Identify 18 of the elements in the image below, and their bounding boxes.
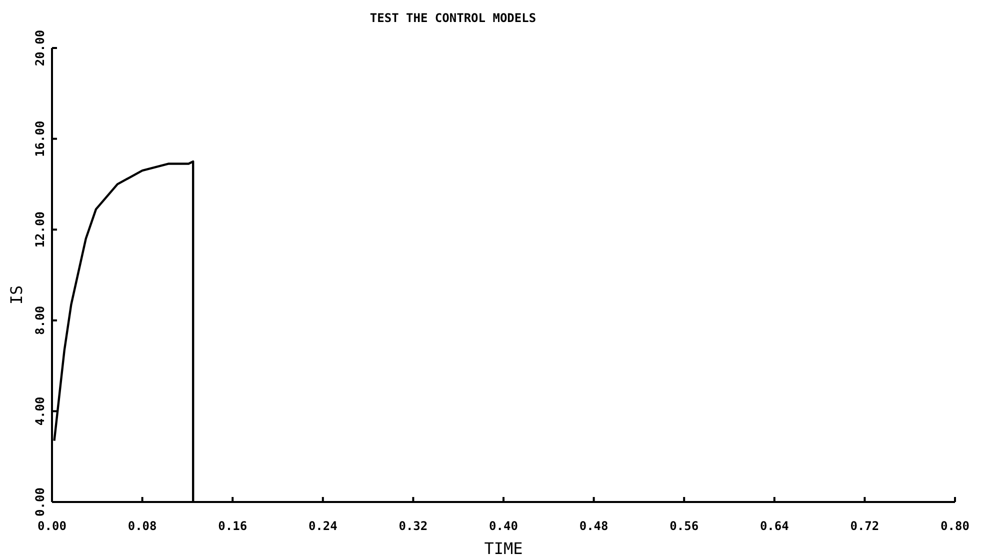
x-tick-label: 0.40 [489, 519, 518, 533]
chart-title: TEST THE CONTROL MODELS [370, 11, 536, 25]
x-tick-label: 0.24 [308, 519, 338, 533]
y-tick-label: 4.00 [33, 396, 47, 426]
x-tick-label: 0.80 [940, 519, 970, 533]
x-axis-title: TIME [484, 539, 523, 558]
x-tick-label: 0.48 [579, 519, 608, 533]
y-tick-label: 20.00 [33, 30, 47, 66]
x-tick-label: 0.32 [398, 519, 428, 533]
y-axis-title: IS [7, 285, 26, 305]
y-tick-label: 8.00 [33, 306, 47, 335]
x-tick-label: 0.72 [850, 519, 880, 533]
x-tick-label: 0.08 [128, 519, 157, 533]
x-tick-label: 0.56 [670, 519, 699, 533]
x-tick-label: 0.64 [760, 519, 789, 533]
y-tick-label: 12.00 [33, 212, 47, 248]
y-tick-label: 16.00 [33, 120, 47, 157]
x-tick-label: 0.16 [218, 519, 248, 533]
